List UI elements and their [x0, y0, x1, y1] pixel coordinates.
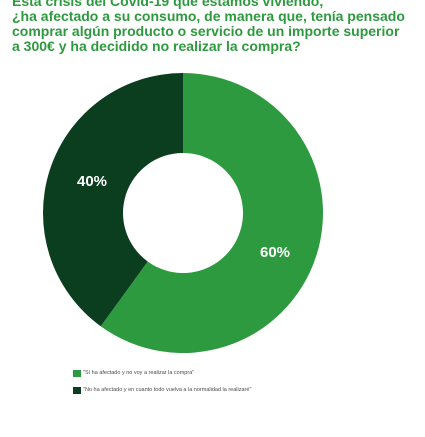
donut-label-2: 40% [77, 173, 107, 190]
donut-slice-2 [42, 73, 183, 327]
legend-item-no: "No ha afectado y en cuanto todo vuelva … [73, 386, 313, 394]
title-line-3: comprar algún producto o servicio de un … [12, 23, 400, 39]
title-line-2: ¿ha afectado a su consumo, de manera que… [12, 8, 405, 24]
legend: "Sí ha afectado y no voy a realizar la c… [73, 370, 313, 403]
legend-item-si: "Sí ha afectado y no voy a realizar la c… [73, 370, 313, 377]
chart-title: Esta crisis del Covid-19 que estamos viv… [12, 0, 417, 54]
title-line-1: Esta crisis del Covid-19 que estamos viv… [12, 0, 324, 9]
legend-swatch-si [73, 370, 81, 377]
legend-label-si: "Sí ha afectado y no voy a realizar la c… [83, 370, 195, 376]
donut-slice-1 [100, 73, 323, 354]
donut-label-1: 60% [260, 244, 290, 261]
legend-label-no: "No ha afectado y en cuanto todo vuelva … [83, 386, 252, 393]
title-line-4: a 300€ y ha decidido no realizar la comp… [12, 38, 301, 54]
legend-swatch-no [73, 386, 81, 394]
